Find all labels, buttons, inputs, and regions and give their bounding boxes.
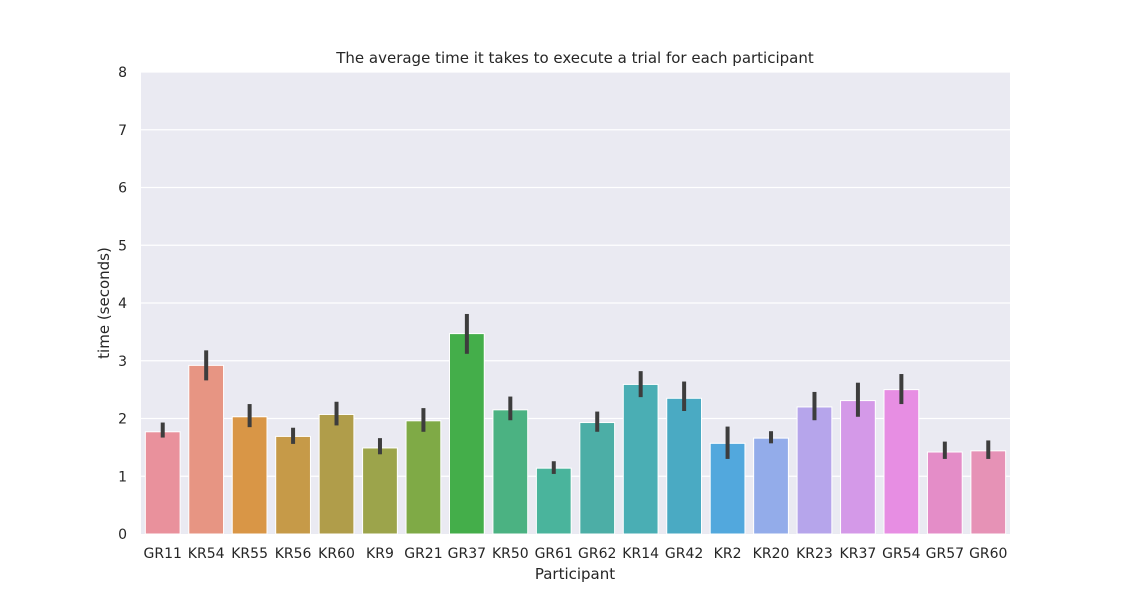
bar-kr56: [275, 435, 311, 535]
bar-gr54: [883, 389, 920, 535]
bar-gr11: [144, 431, 181, 535]
x-tick-label: GR54: [882, 546, 920, 562]
y-tick-label: 5: [118, 238, 127, 254]
x-tick-label: GR60: [969, 546, 1007, 562]
x-tick-label: KR23: [796, 546, 833, 562]
bar-kr55: [231, 416, 268, 535]
y-tick-label: 6: [118, 181, 127, 197]
y-tick-label: 8: [118, 65, 127, 81]
x-tick-label: GR62: [578, 546, 616, 562]
x-tick-label: KR55: [231, 546, 268, 562]
x-tick-label: KR2: [714, 546, 742, 562]
bar-kr23: [796, 406, 833, 535]
x-tick-label: KR9: [366, 546, 394, 562]
x-tick-label: KR56: [275, 546, 312, 562]
bar-kr14: [622, 383, 659, 535]
chart-title: The average time it takes to execute a t…: [335, 49, 814, 67]
x-axis-ticks: GR11 KR54 KR55 KR56 KR60 KR9 GR21 GR37 KR50 GR61 G…: [144, 546, 1008, 562]
x-tick-label: GR61: [535, 546, 573, 562]
x-tick-label: KR54: [188, 546, 225, 562]
bar-kr37: [840, 400, 876, 535]
y-tick-label: 0: [118, 527, 127, 543]
bar-gr42: [666, 397, 703, 535]
bar-kr50: [492, 409, 529, 535]
x-tick-label: GR57: [926, 546, 964, 562]
y-tick-label: 4: [118, 296, 127, 312]
error-bars: [160, 313, 991, 474]
y-tick-label: 3: [118, 354, 127, 370]
bar-kr60: [318, 413, 355, 535]
bars: [144, 333, 1007, 535]
bar-gr37: [448, 333, 485, 535]
x-axis-title: Participant: [535, 565, 615, 583]
bar-kr54: [188, 364, 225, 535]
x-tick-label: KR50: [492, 546, 529, 562]
y-tick-label: 1: [118, 469, 127, 485]
y-tick-label: 2: [118, 412, 127, 428]
bar-kr20: [753, 437, 789, 535]
bar-gr60: [970, 450, 1007, 535]
x-tick-label: KR37: [840, 546, 877, 562]
bar-kr9: [362, 447, 398, 535]
y-axis-title: time (seconds): [95, 247, 113, 359]
x-tick-label: KR60: [318, 546, 355, 562]
y-axis-ticks: 0 1 2 3 4 5 6 7 8: [118, 65, 127, 543]
x-tick-label: GR11: [144, 546, 182, 562]
x-tick-label: GR21: [404, 546, 442, 562]
bar-gr57: [926, 451, 963, 535]
x-tick-label: GR42: [665, 546, 703, 562]
bar-gr61: [535, 467, 572, 535]
bar-gr62: [579, 422, 616, 535]
bar-gr21: [405, 420, 442, 535]
x-tick-label: KR14: [622, 546, 659, 562]
y-tick-label: 7: [118, 123, 127, 139]
x-tick-label: GR37: [448, 546, 486, 562]
x-tick-label: KR20: [753, 546, 790, 562]
